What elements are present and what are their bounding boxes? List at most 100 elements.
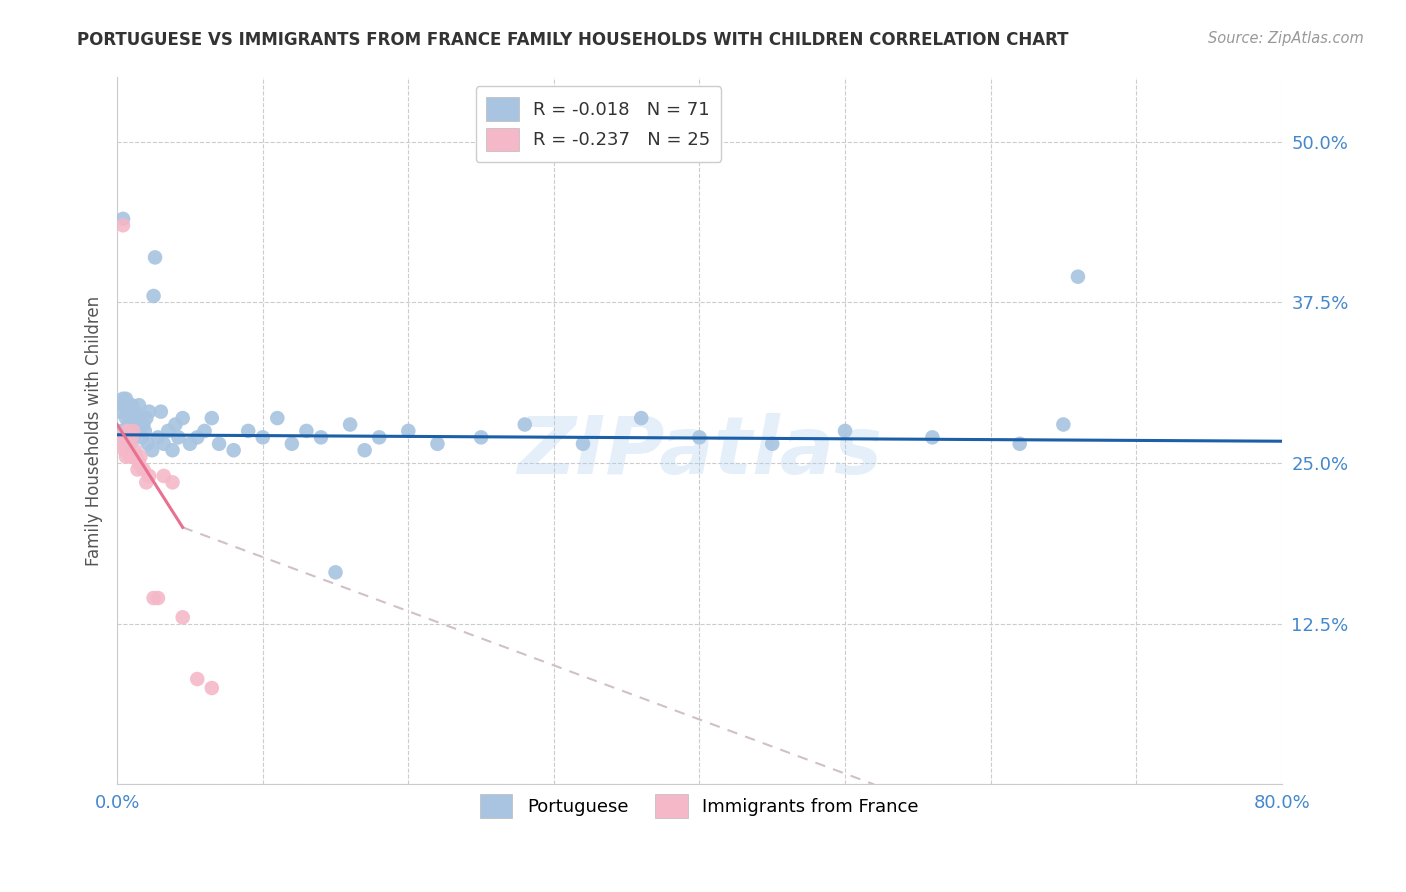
Point (186, 430, 208, 444)
Point (630, 411, 652, 425)
Point (138, 404, 160, 418)
Point (111, 392, 134, 406)
Point (921, 430, 943, 444)
Point (129, 411, 152, 425)
Point (426, 437, 449, 451)
Point (124, 443, 146, 458)
Point (138, 469, 160, 483)
Point (688, 430, 710, 444)
Point (162, 475, 184, 490)
Point (118, 437, 141, 451)
Point (118, 398, 141, 412)
Point (128, 456, 150, 470)
Legend: Portuguese, Immigrants from France: Portuguese, Immigrants from France (472, 788, 927, 825)
Point (470, 430, 492, 444)
Point (135, 475, 157, 490)
Point (208, 437, 231, 451)
Point (339, 417, 361, 432)
Point (125, 411, 148, 425)
Point (124, 404, 146, 418)
Point (142, 591, 165, 605)
Point (115, 450, 138, 464)
Point (152, 437, 174, 451)
Text: PORTUGUESE VS IMMIGRANTS FROM FRANCE FAMILY HOUSEHOLDS WITH CHILDREN CORRELATION: PORTUGUESE VS IMMIGRANTS FROM FRANCE FAM… (77, 31, 1069, 49)
Point (1008, 437, 1031, 451)
Point (179, 437, 201, 451)
Point (1067, 269, 1090, 284)
Point (309, 430, 332, 444)
Point (172, 610, 194, 624)
Point (117, 404, 139, 418)
Point (115, 392, 138, 406)
Point (141, 443, 163, 458)
Point (162, 443, 184, 458)
Point (131, 430, 153, 444)
Point (368, 430, 391, 444)
Point (121, 424, 143, 438)
Point (128, 424, 150, 438)
Point (834, 424, 856, 438)
Point (252, 430, 274, 444)
Point (111, 211, 134, 226)
Point (146, 591, 169, 605)
Point (114, 443, 136, 458)
Point (122, 424, 145, 438)
Point (120, 411, 142, 425)
Point (128, 398, 150, 412)
Point (114, 430, 136, 444)
Point (134, 424, 156, 438)
Point (165, 417, 187, 432)
Point (167, 430, 190, 444)
Point (110, 437, 132, 451)
Point (186, 672, 208, 686)
Point (135, 411, 157, 425)
Point (142, 289, 165, 303)
Point (238, 424, 260, 438)
Point (120, 437, 142, 451)
Point (157, 424, 180, 438)
Point (572, 437, 595, 451)
Point (513, 417, 536, 432)
Point (266, 411, 288, 425)
Text: ZIPatlas: ZIPatlas (517, 413, 882, 491)
Point (111, 219, 134, 233)
Point (117, 424, 139, 438)
Point (149, 404, 172, 418)
Text: Source: ZipAtlas.com: Source: ZipAtlas.com (1208, 31, 1364, 46)
Point (1052, 417, 1074, 432)
Point (125, 450, 148, 464)
Point (120, 450, 142, 464)
Point (127, 417, 149, 432)
Point (295, 424, 318, 438)
Point (117, 424, 139, 438)
Point (172, 411, 194, 425)
Point (114, 398, 136, 412)
Point (201, 411, 224, 425)
Point (122, 430, 145, 444)
Point (108, 430, 131, 444)
Point (127, 462, 149, 476)
Point (132, 462, 155, 476)
Point (201, 681, 224, 695)
Point (121, 430, 143, 444)
Point (222, 443, 245, 458)
Point (152, 469, 174, 483)
Point (118, 417, 141, 432)
Point (146, 430, 169, 444)
Point (129, 450, 152, 464)
Point (122, 411, 145, 425)
Point (325, 566, 347, 580)
Point (132, 417, 155, 432)
Point (115, 411, 138, 425)
Point (124, 424, 146, 438)
Point (193, 424, 215, 438)
Point (396, 424, 419, 438)
Point (136, 437, 159, 451)
Point (121, 398, 143, 412)
Point (108, 404, 131, 418)
Y-axis label: Family Households with Children: Family Households with Children (86, 296, 103, 566)
Point (110, 424, 132, 438)
Point (353, 443, 375, 458)
Point (281, 437, 304, 451)
Point (761, 437, 783, 451)
